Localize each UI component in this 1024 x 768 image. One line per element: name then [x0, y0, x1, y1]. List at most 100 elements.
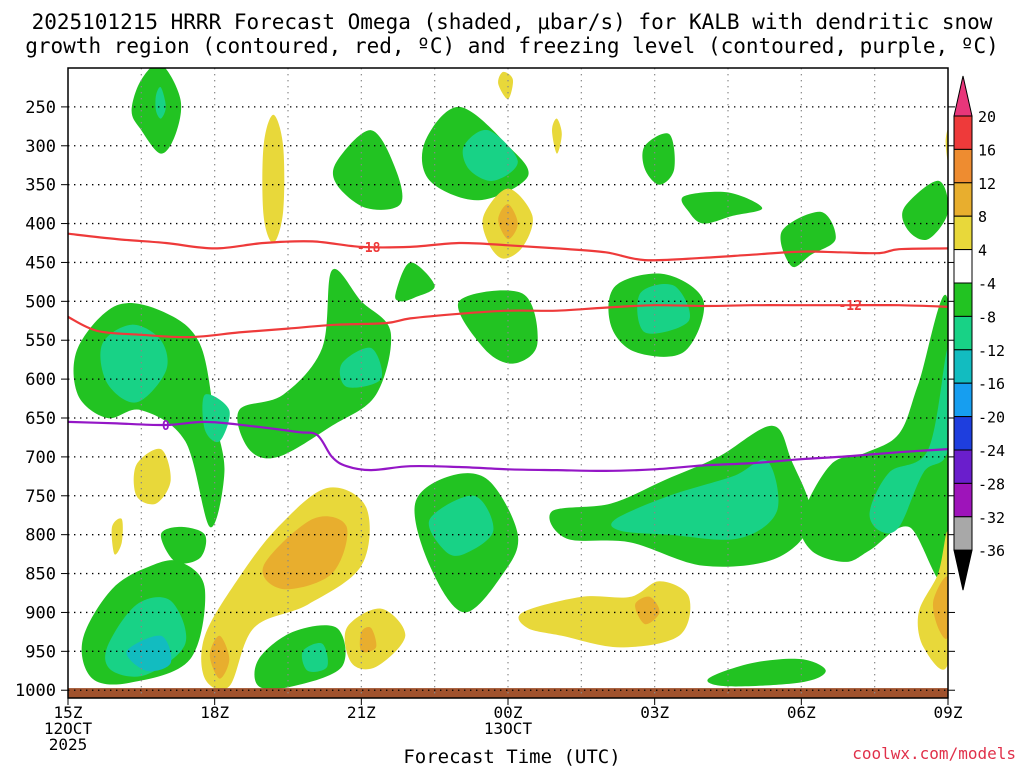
colorbar-swatch — [953, 315, 973, 351]
omega-region-sink-low-02z — [518, 581, 691, 648]
colorbar-swatch — [953, 249, 973, 284]
contour-label-dgz-minus-18: -18 — [357, 241, 381, 256]
omega-region-ascent-upper-05z — [780, 211, 836, 268]
omega-region-sink-upper-19z — [262, 114, 285, 244]
colorbar-label: -16 — [978, 375, 1005, 393]
colorbar-label: -32 — [978, 509, 1005, 527]
plot-area — [68, 68, 948, 698]
y-tick-label: 1000 — [15, 681, 56, 701]
omega-region-ascent-core-23z-low — [428, 495, 494, 556]
omega-region-sink-low-16z — [133, 448, 171, 505]
omega-region-ascent-core-20z-low — [301, 642, 328, 672]
colorbar-swatch — [953, 182, 973, 217]
y-tick-label: 800 — [25, 526, 56, 546]
contour-label-freezing-level-0: 0 — [162, 419, 170, 434]
colorbar-swatch — [953, 382, 973, 418]
y-tick-label: 350 — [25, 176, 56, 196]
colorbar: 20 16 12 8 4 -4 -8 -12 -16 -20 -24 -28 -32 -36 — [953, 75, 1005, 591]
omega-region-ascent-mid-00z — [457, 290, 538, 364]
colorbar-label: -12 — [978, 342, 1005, 360]
omega-region-ascent-core-16z — [155, 87, 166, 119]
chart-title-line-2: growth region (contoured, red, ºC) and f… — [25, 34, 999, 58]
y-tick-label: 950 — [25, 642, 56, 662]
omega-region-sink-top-00z — [498, 71, 514, 100]
colorbar-swatch — [953, 449, 973, 484]
colorbar-label: 4 — [978, 242, 987, 260]
pressure-axis: 250 300 350 400 450 500 550 600 650 700 750 800 850 9… — [15, 98, 955, 701]
x-year-label: 2025 — [49, 735, 88, 754]
colorbar-label: -4 — [978, 275, 996, 293]
omega-region-sink-core-00z — [498, 204, 518, 240]
omega-region-ascent-mid-20z — [237, 268, 392, 459]
omega-region-ascent-sfc-05z — [707, 658, 826, 687]
omega-region-ascent-upper-03z — [681, 191, 763, 224]
omega-region-sink-core-09z — [932, 576, 948, 639]
x-axis-label: Forecast Time (UTC) — [403, 746, 621, 768]
colorbar-swatch — [953, 148, 973, 184]
omega-region-ascent-upper-02z — [642, 133, 675, 185]
y-tick-label: 550 — [25, 331, 56, 351]
y-tick-label: 500 — [25, 292, 56, 312]
x-tick-label: 09Z — [934, 703, 963, 722]
omega-region-ascent-right-08z — [800, 294, 948, 584]
colorbar-swatch — [953, 349, 973, 384]
colorbar-top-arrow — [953, 75, 973, 117]
contour-dgz-minus-18 — [68, 232, 948, 262]
contour-dgz-minus-12 — [68, 304, 948, 339]
y-tick-label: 450 — [25, 253, 56, 273]
colorbar-label: -20 — [978, 409, 1005, 427]
colorbar-label: 16 — [978, 141, 996, 159]
y-tick-label: 700 — [25, 448, 56, 468]
omega-region-ascent-core-23z — [462, 129, 518, 181]
colorbar-label: -24 — [978, 442, 1005, 460]
temperature-contours: -18 -12 0 — [68, 232, 948, 473]
x-tick-label: 06Z — [787, 703, 816, 722]
omega-region-ascent-core2-16z-low — [126, 635, 172, 672]
colorbar-swatch — [953, 215, 973, 251]
omega-region-sink-core-21z — [359, 626, 377, 653]
omega-region-sink-low-09z — [917, 531, 948, 670]
x-tick-label: 03Z — [640, 703, 669, 722]
colorbar-label: 8 — [978, 208, 987, 226]
y-tick-label: 400 — [25, 215, 56, 235]
y-tick-label: 300 — [25, 137, 56, 157]
omega-region-sink-dot-15z — [111, 518, 123, 555]
x-tick-label: 18Z — [200, 703, 229, 722]
omega-region-ascent-core-08z — [869, 348, 948, 534]
omega-region-ascent-upper-08z — [902, 180, 948, 241]
x-tick-label: 21Z — [347, 703, 376, 722]
y-tick-label: 750 — [25, 487, 56, 507]
colorbar-label: -36 — [978, 542, 1005, 560]
chart-title-line-1: 2025101215 HRRR Forecast Omega (shaded, … — [31, 10, 993, 34]
y-tick-label: 850 — [25, 565, 56, 585]
omega-region-ascent-core-21z — [339, 347, 383, 388]
colorbar-bottom-arrow — [953, 549, 973, 591]
omega-region-sink-core-02z — [635, 596, 660, 625]
contour-label-dgz-minus-12: -12 — [838, 299, 861, 314]
omega-region-ascent-small-22z — [395, 262, 435, 302]
colorbar-label: -28 — [978, 475, 1005, 493]
omega-region-ascent-core-18z — [202, 394, 230, 443]
omega-region-sink-thin-01z — [552, 118, 562, 154]
omega-region-sink-core-18z — [209, 635, 230, 679]
omega-region-ascent-core-16z-mid — [100, 324, 168, 403]
y-tick-label: 900 — [25, 603, 56, 623]
colorbar-swatch — [953, 482, 973, 518]
x-date-label: 12OCT — [44, 719, 93, 738]
omega-region-ascent-low-20z — [254, 625, 346, 690]
colorbar-swatch — [953, 282, 973, 317]
x-date-label: 13OCT — [484, 719, 533, 738]
omega-region-ascent-core-03z — [637, 283, 691, 334]
grid-lines — [68, 68, 948, 698]
y-tick-label: 250 — [25, 98, 56, 118]
omega-region-ascent-hook-17z — [160, 526, 207, 564]
y-tick-label: 650 — [25, 409, 56, 429]
omega-region-ascent-upper-21z — [332, 130, 403, 210]
credit-text: coolwx.com/models — [852, 744, 1016, 763]
x-tick-label: 00Z — [494, 703, 523, 722]
omega-region-ascent-core-04z — [611, 459, 779, 540]
y-tick-label: 600 — [25, 370, 56, 390]
colorbar-swatch — [953, 516, 973, 551]
